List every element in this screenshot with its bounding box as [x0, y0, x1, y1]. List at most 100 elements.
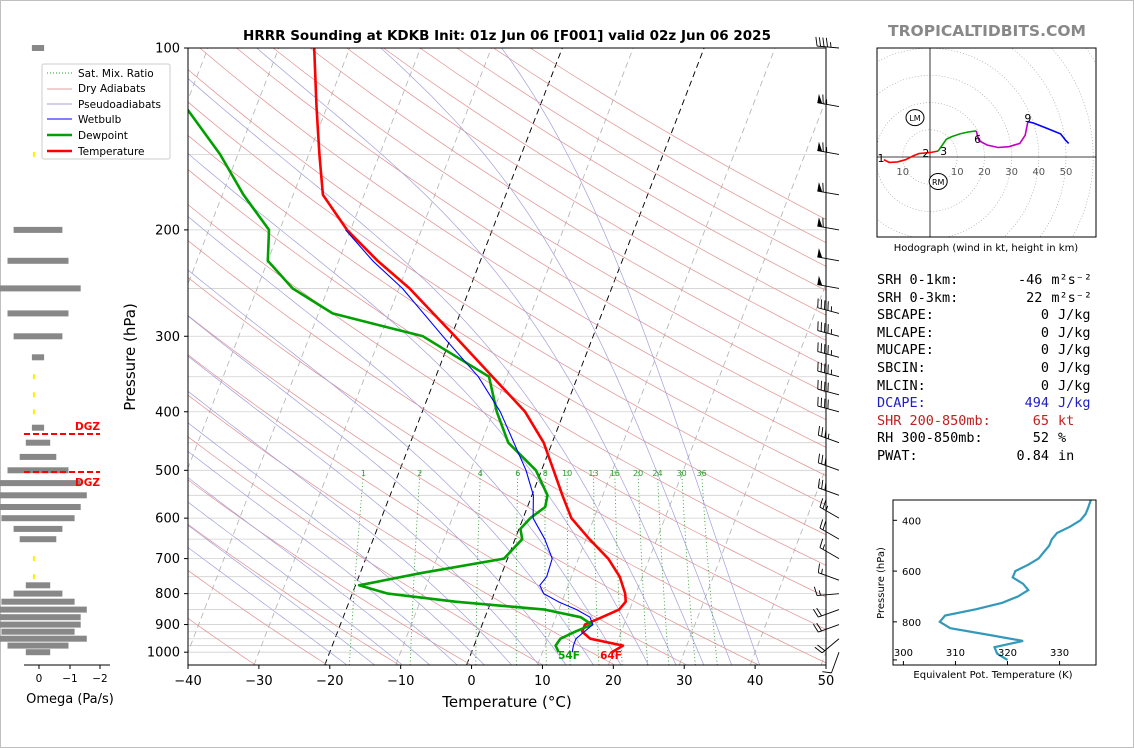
index-label: DCAPE:	[877, 395, 926, 412]
index-label: SRH 0-1km:	[877, 272, 959, 288]
wind-barb-full	[818, 37, 822, 47]
wind-barb-full	[819, 498, 824, 508]
wind-barb	[812, 607, 840, 618]
wind-barb-half	[821, 568, 823, 574]
dry-adiabat-line	[188, 169, 826, 566]
index-unit: J/kg	[1058, 359, 1091, 376]
omega-bar	[31, 354, 45, 361]
theta-x-tick-label: 320	[998, 648, 1017, 659]
wind-barb-half	[827, 433, 830, 439]
dry-adiabat-line	[272, 48, 826, 393]
wind-barb-shaft	[817, 388, 840, 396]
moist-adiabat-line	[188, 216, 622, 665]
omega-bar	[1, 628, 75, 635]
skewt-xlabel: Temperature (°C)	[441, 693, 571, 711]
dry-adiabat-line	[188, 436, 544, 665]
moist-adiabat-line	[188, 390, 512, 665]
theta-e-panel: 300 310 320 330 400 600 800 Equivalent Pot. Te…	[876, 499, 1097, 681]
index-value: 0	[1040, 324, 1049, 341]
wind-barb	[813, 586, 840, 597]
theta-y-tick-label: 600	[902, 567, 921, 578]
moist-adiabat-line	[188, 422, 485, 665]
storm-motion-marker	[905, 109, 925, 127]
dry-adiabat-line	[188, 240, 826, 630]
dry-adiabat-line	[188, 204, 826, 598]
wind-barb-flag	[817, 217, 823, 227]
hodograph-trace	[937, 130, 977, 152]
index-label: MUCAPE:	[877, 342, 934, 359]
hodograph-height-label: 2	[922, 147, 929, 160]
moist-adiabat-line	[256, 48, 705, 665]
legend-box	[41, 63, 171, 160]
wind-barb-full	[822, 520, 827, 531]
dgz-top-label: DGZ	[75, 421, 100, 433]
wind-barb-full	[812, 624, 819, 633]
wind-barb-full	[821, 479, 824, 490]
omega-bar	[13, 333, 63, 340]
index-label: SBCAPE:	[877, 307, 934, 324]
index-row: SHR 200-850mb: 65 kt	[877, 413, 1092, 431]
wind-barb	[819, 498, 840, 519]
hodograph-trace	[1027, 120, 1070, 144]
y-tick-label: 200	[155, 223, 180, 238]
wind-barb	[817, 141, 840, 155]
wind-barb	[817, 379, 840, 396]
wind-barb-full	[824, 480, 827, 491]
surface-temperature-label: 64F	[600, 650, 622, 662]
wind-barb	[817, 298, 840, 314]
theta-x-tick-label: 300	[894, 648, 913, 659]
wind-barb-full	[817, 453, 820, 463]
theta-e-xlabel: Equivalent Pot. Temperature (K)	[913, 670, 1072, 681]
mixing-ratio-line	[637, 470, 649, 665]
index-unit: J/kg	[1058, 395, 1091, 412]
wind-barb-shaft	[818, 434, 840, 444]
omega-bar	[25, 649, 51, 656]
dgz-bottom-label: DGZ	[75, 477, 100, 489]
wind-barb-full	[819, 519, 824, 529]
mixing-ratio-line	[656, 470, 670, 665]
moist-adiabat-line	[188, 355, 540, 665]
wind-barb-shaft	[817, 330, 840, 337]
theta-x-tick-label: 310	[946, 648, 965, 659]
dry-adiabat-line	[346, 48, 826, 341]
skewt-ylabel: Pressure (hPa)	[121, 303, 139, 411]
mixing-ratio-label: 10	[562, 469, 572, 478]
legend-entry: Sat. Mix. Ratio	[78, 68, 154, 80]
wind-barb-shaft	[818, 624, 840, 633]
x-tick-label: −30	[245, 674, 272, 689]
omega-bar	[0, 492, 87, 499]
wind-barb	[817, 425, 840, 444]
moist-adiabat-line	[501, 48, 760, 665]
isotherm-line	[537, 48, 776, 665]
omega-tick: −2	[92, 673, 107, 685]
wind-barb	[819, 519, 840, 540]
index-value: 0	[1040, 359, 1049, 376]
omega-bar	[7, 257, 69, 264]
wind-barb-shaft	[817, 307, 840, 314]
index-row: MLCAPE: 0 J/kg	[877, 325, 1092, 343]
mixing-ratio-label: 2	[417, 469, 422, 478]
dry-adiabat-line	[199, 48, 826, 448]
skewt-axes-frame	[187, 47, 827, 666]
dry-adiabat-line	[188, 277, 826, 664]
storm-motion-label: RM	[932, 178, 945, 187]
isotherm-line	[188, 48, 280, 286]
index-unit: J/kg	[1058, 377, 1091, 394]
wind-barb-full	[817, 425, 820, 436]
isotherm-line	[253, 48, 492, 665]
watermark: TROPICALTIDBITS.COM	[888, 22, 1086, 40]
omega-xlabel: Omega (Pa/s)	[26, 692, 114, 707]
mixing-ratio-label: 36	[697, 469, 707, 478]
theta-y-tick-label: 800	[902, 618, 921, 629]
omega-bar	[32, 409, 35, 415]
wind-barb-full	[814, 646, 823, 654]
wind-barb	[812, 622, 840, 633]
wind-barb-shaft	[817, 405, 840, 413]
mixing-ratio-line	[681, 470, 696, 665]
moist-adiabat-line	[188, 269, 594, 665]
y-tick-label: 600	[155, 512, 180, 527]
wind-barb-full	[824, 455, 827, 466]
legend-entry: Pseudoadiabats	[78, 99, 161, 111]
index-unit: m²s⁻²	[1051, 289, 1092, 306]
theta-y-tick-label: 400	[902, 516, 921, 527]
